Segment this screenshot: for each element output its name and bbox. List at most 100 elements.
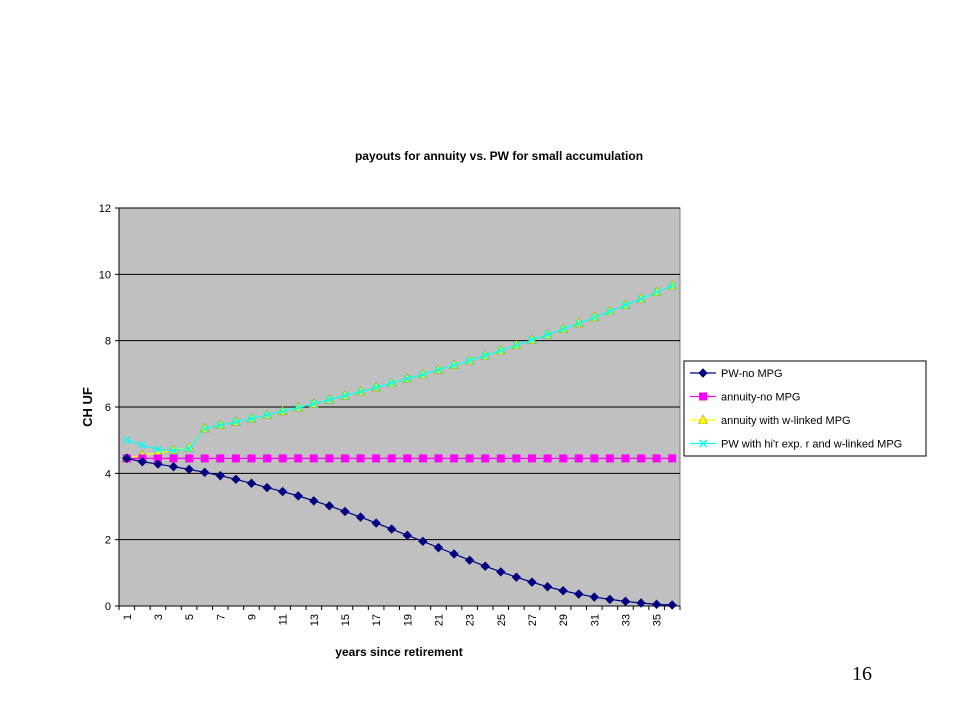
data-point xyxy=(637,294,646,303)
data-point xyxy=(153,459,163,469)
data-point xyxy=(402,530,412,541)
data-point xyxy=(216,454,225,463)
data-point xyxy=(200,424,209,433)
data-point xyxy=(200,467,210,478)
data-point xyxy=(246,478,257,488)
y-axis: 0 2 4 6 8 10 12 xyxy=(99,203,120,613)
data-point xyxy=(621,301,630,310)
data-point xyxy=(340,454,349,463)
legend-item: PW-no MPG xyxy=(690,368,783,380)
y-tick-label: 6 xyxy=(105,402,111,414)
data-point xyxy=(340,391,349,400)
data-point xyxy=(263,454,272,463)
marker-stroke xyxy=(185,444,194,453)
data-point xyxy=(168,461,179,472)
data-point xyxy=(512,341,521,350)
y-axis-label: CH UF xyxy=(80,387,95,427)
data-point xyxy=(169,446,178,455)
marker-stroke xyxy=(559,325,568,334)
legend: PW-no MPG annuity-no MPG annuity with w-li… xyxy=(683,360,927,457)
data-point xyxy=(277,486,288,497)
marker-stroke xyxy=(231,417,240,426)
y-tick-label: 8 xyxy=(105,336,111,348)
marker-stroke xyxy=(247,414,256,423)
data-point xyxy=(465,356,474,365)
data-point xyxy=(590,313,599,322)
data-point xyxy=(481,454,490,463)
data-point xyxy=(122,436,131,445)
data-point xyxy=(247,454,256,463)
data-point xyxy=(668,281,677,290)
data-point xyxy=(372,383,381,392)
data-point xyxy=(356,387,365,396)
y-tick-label: 4 xyxy=(105,468,111,480)
marker-stroke xyxy=(605,307,614,316)
data-point xyxy=(387,379,396,388)
marker-stroke xyxy=(263,410,272,419)
data-point xyxy=(605,454,614,463)
marker-stroke xyxy=(543,330,552,339)
data-point xyxy=(652,288,661,297)
legend-box xyxy=(683,360,927,457)
marker-stroke xyxy=(200,424,209,433)
data-point xyxy=(559,454,568,463)
data-point xyxy=(231,454,240,463)
x-tick-label: 19 xyxy=(402,614,414,626)
legend-item: annuity-no MPG xyxy=(690,392,800,404)
marker-stroke xyxy=(512,341,521,350)
data-point xyxy=(294,454,303,463)
x-tick-label: 5 xyxy=(184,614,196,620)
data-point xyxy=(496,567,506,577)
page-number: 16 xyxy=(852,663,872,685)
data-point xyxy=(153,445,162,454)
data-point xyxy=(263,410,272,419)
plot-area xyxy=(118,207,681,607)
x-tick-label: 1 xyxy=(122,614,134,620)
data-point xyxy=(574,589,584,599)
x-tick-label: 3 xyxy=(153,614,165,620)
data-point xyxy=(542,582,553,592)
data-point xyxy=(185,444,194,453)
marker-stroke xyxy=(122,436,131,445)
data-point xyxy=(434,365,443,374)
data-point xyxy=(637,454,646,463)
data-point xyxy=(527,577,537,587)
marker-stroke xyxy=(621,301,630,310)
marker-stroke xyxy=(153,445,162,454)
data-point xyxy=(511,572,522,582)
marker-stroke xyxy=(481,351,490,360)
data-point xyxy=(464,555,475,565)
x-tick-label: 29 xyxy=(558,614,570,626)
marker-stroke xyxy=(590,313,599,322)
marker-stroke xyxy=(527,336,536,344)
x-tick-label: 21 xyxy=(433,614,445,626)
data-point xyxy=(512,454,521,463)
data-point xyxy=(574,319,583,328)
marker-stroke xyxy=(325,395,334,404)
data-point xyxy=(325,454,334,463)
data-point xyxy=(543,330,552,339)
data-point xyxy=(636,598,646,608)
data-point xyxy=(200,454,209,463)
data-point xyxy=(169,454,178,463)
data-point xyxy=(559,325,568,334)
legend-label: PW-no MPG xyxy=(721,368,783,380)
data-point xyxy=(137,457,148,467)
series-diamond xyxy=(122,453,677,610)
data-point xyxy=(465,454,474,463)
marker-stroke xyxy=(309,399,318,408)
series-line xyxy=(126,285,673,452)
data-point xyxy=(418,454,427,463)
data-point xyxy=(589,592,599,602)
x-axis: 1 3 5 7 9 11 13 15 17 19 21 23 25 27 29 31 33 35 xyxy=(118,605,681,626)
data-point xyxy=(605,594,615,605)
data-point xyxy=(667,600,677,610)
x-tick-label: 27 xyxy=(527,614,539,626)
data-point xyxy=(231,474,241,485)
data-point xyxy=(387,524,397,534)
data-point xyxy=(590,454,599,463)
data-point xyxy=(574,454,583,463)
data-point xyxy=(185,454,194,463)
marker-stroke xyxy=(356,387,365,396)
